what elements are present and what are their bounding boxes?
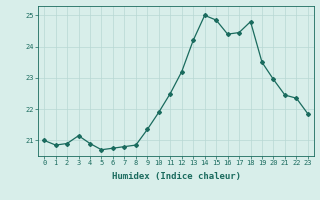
- X-axis label: Humidex (Indice chaleur): Humidex (Indice chaleur): [111, 172, 241, 181]
